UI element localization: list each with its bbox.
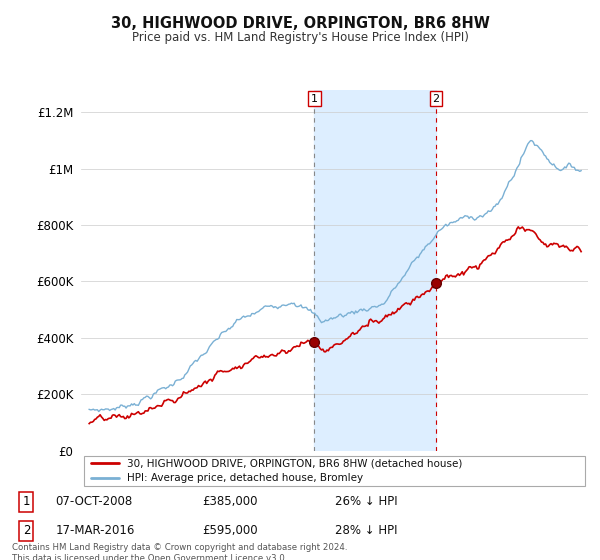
Text: 30, HIGHWOOD DRIVE, ORPINGTON, BR6 8HW: 30, HIGHWOOD DRIVE, ORPINGTON, BR6 8HW [110, 16, 490, 31]
Text: 28% ↓ HPI: 28% ↓ HPI [335, 524, 397, 537]
Text: 26% ↓ HPI: 26% ↓ HPI [335, 496, 397, 508]
Text: Price paid vs. HM Land Registry's House Price Index (HPI): Price paid vs. HM Land Registry's House … [131, 31, 469, 44]
Text: £595,000: £595,000 [202, 524, 258, 537]
FancyBboxPatch shape [83, 456, 586, 486]
Text: 2: 2 [433, 94, 440, 104]
Text: Contains HM Land Registry data © Crown copyright and database right 2024.
This d: Contains HM Land Registry data © Crown c… [12, 543, 347, 560]
Text: 07-OCT-2008: 07-OCT-2008 [55, 496, 133, 508]
Text: HPI: Average price, detached house, Bromley: HPI: Average price, detached house, Brom… [127, 473, 363, 483]
Bar [314, 90, 436, 451]
Text: 17-MAR-2016: 17-MAR-2016 [55, 524, 134, 537]
Text: 2: 2 [23, 524, 30, 537]
Text: £385,000: £385,000 [202, 496, 257, 508]
Text: 30, HIGHWOOD DRIVE, ORPINGTON, BR6 8HW (detached house): 30, HIGHWOOD DRIVE, ORPINGTON, BR6 8HW (… [127, 459, 462, 469]
Text: 1: 1 [23, 496, 30, 508]
Text: 1: 1 [311, 94, 318, 104]
